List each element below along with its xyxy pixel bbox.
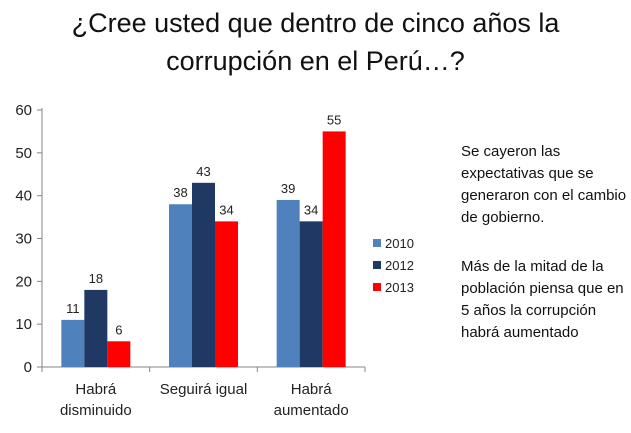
legend-label-2010: 2010 <box>385 236 414 251</box>
data-label-2010-2: 39 <box>281 181 295 196</box>
bar-2013-0 <box>107 341 131 367</box>
y-tick-label: 60 <box>15 102 32 119</box>
legend-label-2013: 2013 <box>385 280 414 295</box>
bar-2012-0 <box>84 289 108 367</box>
y-tick-label: 20 <box>15 273 32 290</box>
x-tick-label: disminuido <box>60 402 132 419</box>
bar-2013-2 <box>322 131 346 367</box>
chart-title-line2: corrupción en el Perú…? <box>166 46 465 76</box>
legend-swatch-2012 <box>373 261 381 269</box>
chart-title-line1: ¿Cree usted que dentro de cinco años la <box>71 8 560 38</box>
data-label-2013-0: 6 <box>115 322 122 337</box>
x-tick-label: Habrá <box>75 381 117 398</box>
y-tick-label: 40 <box>15 188 32 205</box>
y-tick-label: 50 <box>15 145 32 162</box>
data-label-2012-0: 18 <box>89 271 103 286</box>
y-tick-label: 30 <box>15 231 32 248</box>
chart-title: ¿Cree usted que dentro de cinco años la … <box>0 4 631 80</box>
y-tick-label: 0 <box>24 359 32 376</box>
legend-label-2012: 2012 <box>385 258 414 273</box>
data-label-2013-2: 55 <box>327 112 341 127</box>
data-label-2010-1: 38 <box>173 185 187 200</box>
data-label-2010-0: 11 <box>66 301 80 316</box>
y-tick-label: 10 <box>15 316 32 333</box>
x-tick-label: Seguirá igual <box>160 381 248 398</box>
data-label-2012-1: 43 <box>196 164 210 179</box>
data-label-2013-1: 34 <box>219 202 233 217</box>
x-tick-label: Habrá <box>291 381 333 398</box>
commentary-paragraph-1: Se cayeron las expectativas que se gener… <box>461 143 627 226</box>
legend-swatch-2010 <box>373 239 381 247</box>
data-label-2012-2: 34 <box>304 202 318 217</box>
bar-2013-1 <box>215 221 238 367</box>
bar-2010-0 <box>61 319 85 367</box>
bar-2010-2 <box>276 199 300 367</box>
bar-2012-1 <box>192 182 215 367</box>
bar-2012-2 <box>299 221 323 367</box>
commentary-paragraph-2: Más de la mitad de la población piensa q… <box>461 258 624 341</box>
x-tick-label: aumentado <box>274 402 349 419</box>
legend-swatch-2013 <box>373 283 381 291</box>
bar-2010-1 <box>169 204 192 367</box>
